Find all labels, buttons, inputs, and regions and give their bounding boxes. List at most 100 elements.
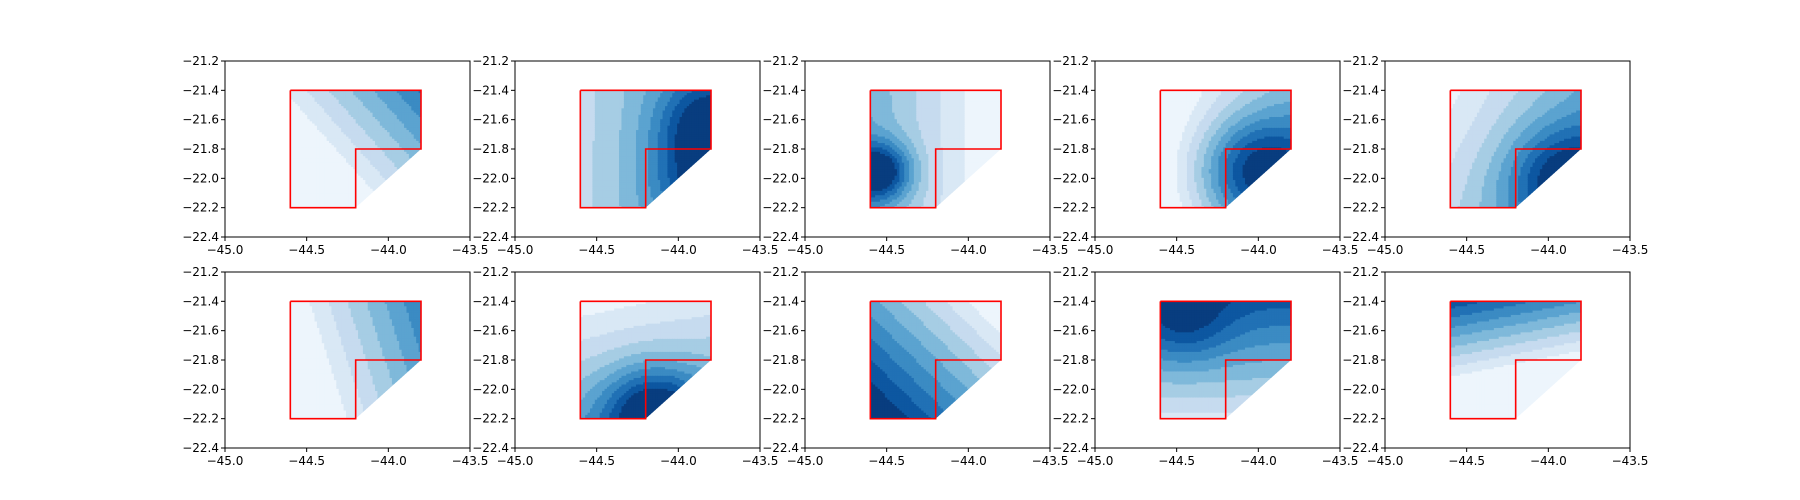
x-tick-label: −45.0	[787, 243, 824, 257]
y-tick-label: −21.6	[762, 324, 799, 338]
y-tick-label: −21.8	[472, 353, 509, 367]
x-tick-label: −43.5	[742, 243, 779, 257]
y-tick-label: −21.2	[762, 265, 799, 279]
x-tick-label: −44.0	[950, 454, 987, 468]
y-tick-label: −22.4	[1342, 230, 1379, 244]
x-tick-label: −44.5	[288, 243, 325, 257]
x-tick-label: −45.0	[1077, 243, 1114, 257]
x-tick-label: −44.0	[1240, 243, 1277, 257]
x-tick-label: −44.0	[370, 243, 407, 257]
x-tick-label: −45.0	[207, 454, 244, 468]
y-tick-label: −21.6	[1052, 324, 1089, 338]
x-tick-label: −43.5	[742, 454, 779, 468]
y-tick-label: −21.6	[182, 324, 219, 338]
y-tick-label: −22.2	[1342, 201, 1379, 215]
y-tick-label: −21.2	[1052, 265, 1089, 279]
y-tick-label: −22.4	[1052, 230, 1089, 244]
y-tick-label: −21.8	[182, 353, 219, 367]
y-tick-label: −22.4	[1342, 441, 1379, 455]
y-tick-label: −22.0	[762, 382, 799, 396]
y-tick-label: −22.2	[1052, 412, 1089, 426]
y-tick-label: −21.6	[182, 113, 219, 127]
y-tick-label: −22.0	[472, 171, 509, 185]
y-tick-label: −21.6	[1052, 113, 1089, 127]
y-tick-label: −21.2	[472, 265, 509, 279]
y-tick-label: −22.2	[472, 412, 509, 426]
y-tick-label: −21.6	[472, 113, 509, 127]
y-tick-label: −21.6	[762, 113, 799, 127]
x-tick-label: −45.0	[1367, 243, 1404, 257]
x-tick-label: −43.5	[1322, 454, 1359, 468]
y-tick-label: −21.4	[1052, 294, 1089, 308]
x-tick-label: −44.0	[370, 454, 407, 468]
x-tick-label: −44.5	[578, 454, 615, 468]
x-tick-label: −43.5	[452, 243, 489, 257]
x-tick-label: −45.0	[1077, 454, 1114, 468]
y-tick-label: −21.8	[1342, 142, 1379, 156]
y-tick-label: −22.2	[472, 201, 509, 215]
y-tick-label: −22.2	[182, 201, 219, 215]
x-tick-label: −45.0	[1367, 454, 1404, 468]
x-tick-label: −45.0	[787, 454, 824, 468]
x-tick-label: −45.0	[497, 243, 534, 257]
y-tick-label: −22.2	[1342, 412, 1379, 426]
y-tick-label: −21.8	[182, 142, 219, 156]
y-tick-label: −21.2	[182, 54, 219, 68]
y-tick-label: −21.6	[1342, 324, 1379, 338]
x-tick-label: −44.5	[1448, 243, 1485, 257]
y-tick-label: −22.0	[1052, 171, 1089, 185]
y-tick-label: −21.4	[1052, 83, 1089, 97]
y-tick-label: −22.4	[472, 230, 509, 244]
y-tick-label: −21.8	[1052, 142, 1089, 156]
y-tick-label: −21.4	[472, 294, 509, 308]
y-tick-label: −21.6	[1342, 113, 1379, 127]
y-tick-label: −21.8	[1342, 353, 1379, 367]
x-tick-label: −43.5	[1612, 243, 1649, 257]
x-tick-label: −44.5	[868, 454, 905, 468]
y-tick-label: −22.0	[762, 171, 799, 185]
y-tick-label: −22.0	[182, 382, 219, 396]
x-tick-label: −43.5	[1612, 454, 1649, 468]
y-tick-label: −22.0	[1342, 382, 1379, 396]
y-tick-label: −21.4	[762, 83, 799, 97]
y-tick-label: −21.8	[762, 353, 799, 367]
x-tick-label: −45.0	[207, 243, 244, 257]
y-tick-label: −22.2	[182, 412, 219, 426]
y-tick-label: −22.2	[762, 201, 799, 215]
y-tick-label: −22.0	[1342, 171, 1379, 185]
y-tick-label: −21.2	[1052, 54, 1089, 68]
y-tick-label: −22.2	[1052, 201, 1089, 215]
y-tick-label: −21.4	[1342, 294, 1379, 308]
y-tick-label: −21.8	[472, 142, 509, 156]
x-tick-label: −44.5	[578, 243, 615, 257]
x-tick-label: −44.5	[288, 454, 325, 468]
y-tick-label: −22.4	[472, 441, 509, 455]
y-tick-label: −21.6	[472, 324, 509, 338]
x-tick-label: −44.0	[1240, 454, 1277, 468]
y-tick-label: −21.8	[1052, 353, 1089, 367]
y-tick-label: −22.0	[182, 171, 219, 185]
x-tick-label: −44.5	[1158, 243, 1195, 257]
y-tick-label: −22.4	[762, 441, 799, 455]
y-tick-label: −21.4	[472, 83, 509, 97]
x-tick-label: −44.0	[950, 243, 987, 257]
x-tick-label: −44.5	[1158, 454, 1195, 468]
x-tick-label: −44.0	[660, 243, 697, 257]
y-tick-label: −22.2	[762, 412, 799, 426]
y-tick-label: −22.4	[182, 230, 219, 244]
y-tick-label: −21.2	[1342, 54, 1379, 68]
x-tick-label: −43.5	[1322, 243, 1359, 257]
x-tick-label: −44.0	[660, 454, 697, 468]
y-tick-label: −21.2	[762, 54, 799, 68]
x-tick-label: −44.5	[1448, 454, 1485, 468]
y-tick-label: −22.4	[182, 441, 219, 455]
y-tick-label: −21.4	[182, 83, 219, 97]
y-tick-label: −21.2	[1342, 265, 1379, 279]
y-tick-label: −21.4	[1342, 83, 1379, 97]
y-tick-label: −21.8	[762, 142, 799, 156]
x-tick-label: −43.5	[1032, 454, 1069, 468]
y-tick-label: −22.0	[1052, 382, 1089, 396]
y-tick-label: −22.4	[1052, 441, 1089, 455]
y-tick-label: −21.4	[182, 294, 219, 308]
